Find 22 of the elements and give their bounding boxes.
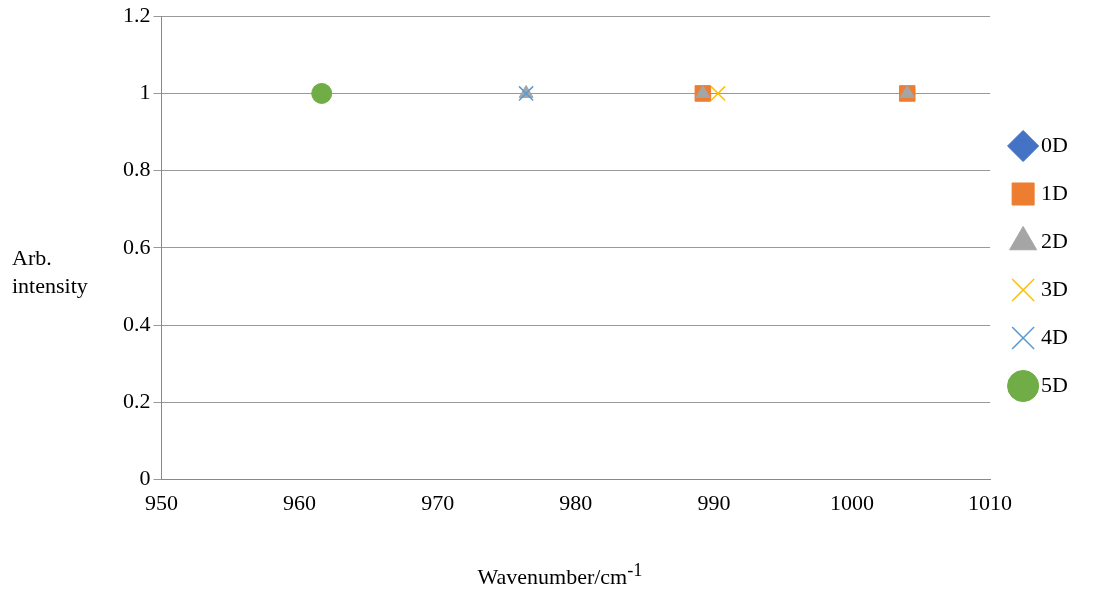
x-axis-title: Wavenumber/cm$^{-1}$ (476, 560, 644, 590)
legend-label: 5D (1041, 371, 1068, 397)
legend-label: 1D (1041, 179, 1068, 205)
x-tick-label: 1000 (830, 489, 875, 515)
x-tick-label: 950 (145, 489, 178, 515)
y-tick-label: 1.2 (123, 1, 151, 27)
y-tick-label: 0.8 (123, 156, 151, 182)
x-tick-label: 970 (421, 489, 455, 515)
y-tick-label: 0.2 (123, 388, 151, 414)
x-tick-label: 980 (559, 489, 593, 515)
y-tick-label: 0.6 (123, 233, 151, 259)
legend-label: 2D (1041, 227, 1068, 253)
x-tick-label: 960 (283, 489, 317, 515)
y-tick-label: 0 (139, 465, 151, 491)
x-tick-label: 1010 (968, 489, 1013, 515)
y-tick-label: 0.4 (123, 310, 151, 336)
legend-label: 4D (1041, 323, 1068, 349)
legend-label: 0D (1041, 131, 1068, 157)
y-axis-title: Arb. intensity (12, 244, 89, 300)
x-tick-label: 990 (697, 489, 731, 515)
y-tick-label: 1 (139, 79, 151, 105)
legend-label: 3D (1041, 275, 1068, 301)
